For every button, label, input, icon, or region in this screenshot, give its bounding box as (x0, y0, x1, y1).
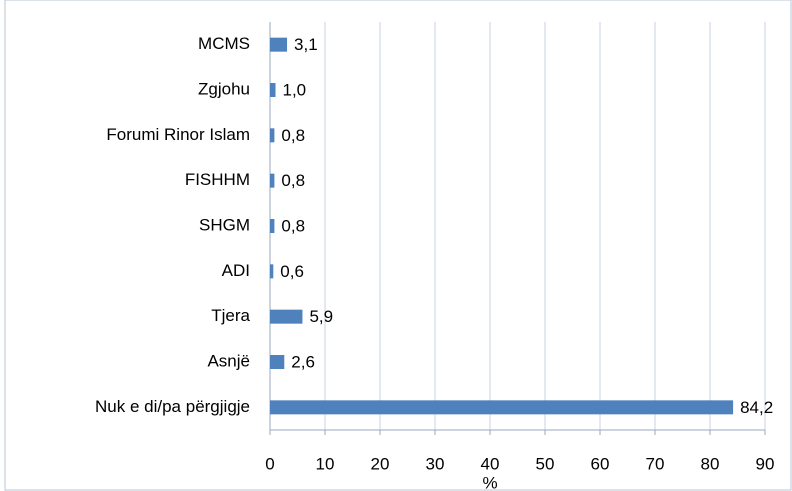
y-tick-label: SHGM (199, 215, 250, 234)
data-label: 1,0 (283, 80, 307, 99)
x-tick-label: 70 (646, 454, 665, 473)
x-tick-label: 50 (536, 454, 555, 473)
chart-frame (4, 0, 792, 491)
x-tick-label: 40 (481, 454, 500, 473)
data-label: 3,1 (294, 35, 318, 54)
y-tick-label: FISHHM (185, 170, 250, 189)
data-label: 84,2 (740, 398, 773, 417)
data-label: 5,9 (309, 307, 333, 326)
data-label: 0,8 (281, 171, 305, 190)
y-tick-label: Zgjohu (198, 79, 250, 98)
data-label: 0,6 (280, 262, 304, 281)
y-tick-label: Asnjë (207, 351, 250, 370)
x-tick-label: 80 (701, 454, 720, 473)
x-tick-label: 30 (426, 454, 445, 473)
y-tick-label: MCMS (198, 34, 250, 53)
x-tick-label: 60 (591, 454, 610, 473)
bar (270, 400, 734, 415)
bar (270, 264, 274, 279)
x-axis-label: % (482, 473, 497, 491)
bar (270, 37, 288, 52)
bar (270, 173, 275, 188)
bar (270, 355, 285, 369)
y-tick-label: Tjera (211, 306, 250, 325)
x-tick-label: 90 (756, 454, 775, 473)
x-tick-label: 10 (316, 454, 335, 473)
data-label: 2,6 (291, 352, 315, 371)
bar (270, 83, 276, 97)
data-label: 0,8 (281, 126, 305, 145)
y-tick-label: Nuk e di/pa përgjigje (95, 397, 250, 416)
y-tick-label: ADI (222, 261, 250, 280)
x-tick-label: 0 (265, 454, 274, 473)
data-label: 0,8 (281, 216, 305, 235)
bar (270, 128, 275, 143)
x-tick-label: 20 (371, 454, 390, 473)
bar (270, 219, 275, 233)
bar (270, 309, 303, 324)
y-tick-label: Forumi Rinor Islam (106, 125, 250, 144)
